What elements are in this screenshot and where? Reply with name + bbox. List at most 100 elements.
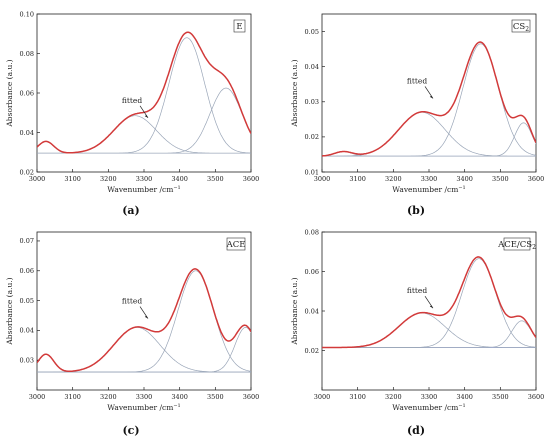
plot-area <box>37 268 251 373</box>
x-tick-label: 3500 <box>207 393 224 401</box>
y-tick-label: 0.08 <box>20 50 34 58</box>
x-axis-title: Wavenumber /cm−1 <box>392 185 465 194</box>
plot-area <box>322 256 536 349</box>
x-axis-title-sup: −1 <box>173 403 180 409</box>
y-tick-label: 0.05 <box>305 28 319 36</box>
x-tick-label: 3600 <box>243 393 260 401</box>
y-axis-title: Absorbance (a.u.) <box>5 277 14 345</box>
fitted-annotation: fitted <box>407 286 427 295</box>
y-tick-label: 0.05 <box>20 297 34 305</box>
fitted-annotation: fitted <box>407 76 427 85</box>
legend-box-text: E <box>236 22 242 32</box>
fitted-component-2 <box>37 327 251 373</box>
x-axis-title: Wavenumber /cm−1 <box>107 185 180 194</box>
x-tick-label: 3600 <box>528 393 545 401</box>
panel-label: (c) <box>122 424 139 437</box>
x-tick-label: 3000 <box>314 175 331 183</box>
y-tick-label: 0.04 <box>20 327 34 335</box>
y-tick-label: 0.02 <box>305 347 319 355</box>
legend-box <box>511 19 531 33</box>
y-tick-label: 0.07 <box>20 237 34 245</box>
x-tick-label: 3600 <box>528 175 545 183</box>
x-tick-label: 3500 <box>492 175 509 183</box>
x-tick-label: 3400 <box>171 175 188 183</box>
fitted-component-3 <box>37 270 251 373</box>
x-tick-label: 3200 <box>385 393 402 401</box>
y-axis-title: Absorbance (a.u.) <box>290 59 299 127</box>
fitted-component-4 <box>37 327 251 373</box>
y-tick-label: 0.03 <box>20 356 34 364</box>
fitted-component-3 <box>322 43 536 157</box>
fitted-component-3 <box>322 320 536 348</box>
y-tick-label: 0.06 <box>20 89 34 97</box>
plot-frame <box>36 231 252 391</box>
x-tick-label: 3300 <box>136 393 153 401</box>
x-tick-label: 3200 <box>100 393 117 401</box>
legend-subscript: 2 <box>532 244 536 251</box>
legend-box <box>226 237 246 251</box>
y-tick-label: 0.08 <box>305 228 319 236</box>
y-tick-label: 0.03 <box>305 98 319 106</box>
x-axis-title-sup: −1 <box>458 185 465 191</box>
plot-area <box>37 31 251 154</box>
x-tick-label: 3100 <box>349 393 366 401</box>
x-tick-label: 3500 <box>207 175 224 183</box>
chart-panel-d: 3000 3100 3200 3300 3400 3500 3600 0.02 0.04 0.06… <box>290 228 544 437</box>
fitted-component-2 <box>322 258 536 348</box>
x-tick-label: 3100 <box>349 175 366 183</box>
annotation-arrowhead <box>429 95 433 99</box>
x-tick-label: 3000 <box>314 393 331 401</box>
y-tick-label: 0.04 <box>305 63 319 71</box>
fitted-component-3 <box>37 37 251 154</box>
fitted-annotation: fitted <box>122 96 142 105</box>
x-tick-label: 3200 <box>100 175 117 183</box>
fitted-component-2 <box>322 111 536 157</box>
spectrum-line <box>37 268 251 373</box>
y-tick-label: 0.01 <box>305 168 319 176</box>
x-tick-label: 3000 <box>29 393 46 401</box>
chart-panel-c: 3000 3100 3200 3300 3400 3500 3600 0.03 0.04 0.05… <box>5 231 260 437</box>
y-tick-label: 0.02 <box>305 133 319 141</box>
annotation-arrowhead <box>429 305 433 309</box>
x-tick-label: 3400 <box>456 175 473 183</box>
legend-text-part: CS <box>513 22 526 32</box>
legend-box-text: ACE/CS2 <box>497 240 536 251</box>
legend-box-text: ACE <box>226 240 246 250</box>
x-tick-label: 3600 <box>243 175 260 183</box>
fitted-component-2 <box>37 115 251 154</box>
x-tick-label: 3100 <box>64 393 81 401</box>
x-tick-label: 3300 <box>421 393 438 401</box>
x-axis-title-text: Wavenumber /cm <box>107 185 173 194</box>
panel-label: (d) <box>407 424 425 437</box>
y-axis-title: Absorbance (a.u.) <box>5 59 14 127</box>
y-tick-label: 0.06 <box>20 267 34 275</box>
y-axis-title: Absorbance (a.u.) <box>290 277 299 345</box>
x-axis-title-sup: −1 <box>458 403 465 409</box>
legend-box-text: CS2 <box>513 22 529 33</box>
panel-label: (a) <box>122 204 140 217</box>
x-tick-label: 3300 <box>136 175 153 183</box>
x-axis-title: Wavenumber /cm−1 <box>107 403 180 412</box>
legend-text-part: ACE <box>226 240 246 250</box>
y-tick-label: 0.10 <box>20 10 34 18</box>
annotation-arrowhead <box>144 315 148 319</box>
x-axis-title-sup: −1 <box>173 185 180 191</box>
x-tick-label: 3400 <box>456 393 473 401</box>
y-tick-label: 0.04 <box>305 307 319 315</box>
plot-area <box>322 41 536 157</box>
fitted-component-4 <box>322 122 536 157</box>
x-axis-title-text: Wavenumber /cm <box>392 185 458 194</box>
chart-panel-a: 3000 3100 3200 3300 3400 3500 3600 0.02 0.04 0.06… <box>5 10 259 217</box>
y-tick-label: 0.02 <box>20 168 34 176</box>
legend-text-part: ACE/CS <box>497 240 532 250</box>
legend-box <box>233 19 246 33</box>
y-tick-label: 0.04 <box>20 129 34 137</box>
spectrum-line <box>322 41 536 157</box>
fitted-component-1 <box>37 353 251 373</box>
x-tick-label: 3000 <box>29 175 46 183</box>
legend-subscript: 2 <box>525 26 529 33</box>
spectrum-line <box>37 31 251 154</box>
annotation-arrowhead <box>144 115 148 118</box>
legend-box <box>503 237 531 251</box>
